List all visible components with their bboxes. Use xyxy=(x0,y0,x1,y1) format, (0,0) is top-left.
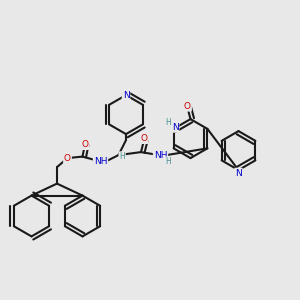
Text: NH: NH xyxy=(94,157,107,166)
Text: O: O xyxy=(140,134,148,143)
Text: H: H xyxy=(165,118,171,127)
Text: N: N xyxy=(172,123,178,132)
Text: O: O xyxy=(64,154,71,163)
Text: O: O xyxy=(81,140,88,149)
Text: N: N xyxy=(123,91,129,100)
Text: H: H xyxy=(119,152,125,161)
Text: H: H xyxy=(166,157,172,166)
Text: N: N xyxy=(235,169,242,178)
Text: NH: NH xyxy=(154,151,167,160)
Text: O: O xyxy=(184,102,191,111)
